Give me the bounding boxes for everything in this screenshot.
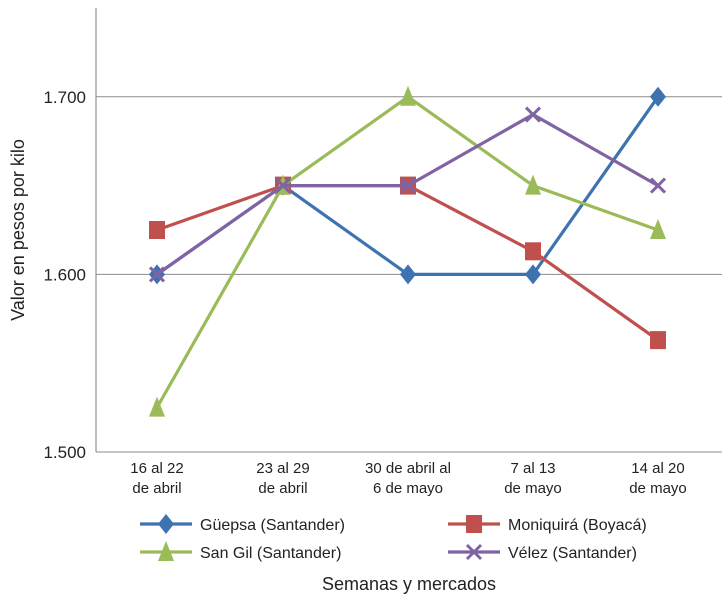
- x-tick-label: 7 al 13: [510, 460, 555, 477]
- y-tick-label: 1.500: [43, 443, 86, 462]
- legend-swatch-marker: [466, 515, 482, 533]
- data-point-x: [649, 177, 667, 194]
- data-point-triangle: [149, 396, 165, 417]
- data-point-x: [148, 266, 166, 283]
- legend-swatch-marker: [158, 541, 174, 561]
- y-tick-label: 1.700: [43, 88, 86, 107]
- x-tick-label: de abril: [258, 480, 307, 497]
- y-tick-label: 1.600: [43, 265, 86, 284]
- legend-swatch-marker: [158, 514, 174, 534]
- x-tick-label: 6 de mayo: [373, 480, 443, 497]
- data-point-diamond: [650, 86, 666, 107]
- data-point-triangle: [650, 219, 666, 239]
- x-tick-label: de mayo: [629, 480, 687, 497]
- x-tick-label: 30 de abril al: [365, 460, 451, 477]
- data-point-square: [149, 221, 165, 239]
- x-tick-label: 14 al 20: [631, 460, 684, 477]
- data-point-x-stroke: [649, 177, 667, 194]
- legend-label: Güepsa (Santander): [200, 517, 345, 534]
- x-tick-label: 16 al 22: [130, 460, 183, 477]
- data-point-diamond: [400, 264, 416, 285]
- series-line-2: [156, 184, 659, 342]
- y-axis-title: Valor en pesos por kilo: [8, 139, 28, 321]
- x-tick-labels: 16 al 22 de abril 23 al 29 de abril 30 de ab…: [130, 460, 686, 497]
- legend-swatch-marker-stroke: [465, 543, 483, 561]
- data-point-triangle: [525, 174, 541, 195]
- data-point-square: [525, 242, 541, 261]
- x-tick-label: 23 al 29: [256, 460, 309, 477]
- data-point-x-stroke: [148, 266, 166, 283]
- data-point-x-stroke: [399, 177, 417, 194]
- x-axis-title: Semanas y mercados: [322, 574, 496, 594]
- legend-swatch-marker: [465, 543, 483, 561]
- y-tick-labels: 1.500 1.600 1.700: [43, 88, 86, 462]
- data-point-x: [274, 177, 292, 194]
- legend: Güepsa (Santander) Moniquirá (Boyacá) San …: [140, 514, 647, 562]
- data-point-triangle: [400, 85, 416, 106]
- x-tick-label: de mayo: [504, 480, 562, 497]
- data-point-square: [650, 331, 666, 350]
- x-tick-label: de abril: [132, 480, 181, 497]
- legend-label: San Gil (Santander): [200, 545, 341, 562]
- legend-label: Moniquirá (Boyacá): [508, 517, 647, 534]
- data-point-x: [524, 106, 542, 123]
- data-point-x: [399, 177, 417, 194]
- data-point-x-stroke: [274, 177, 292, 194]
- legend-label: Vélez (Santander): [508, 545, 637, 562]
- series-lines: [148, 85, 667, 417]
- data-point-diamond: [525, 264, 541, 285]
- data-point-x-stroke: [524, 106, 542, 123]
